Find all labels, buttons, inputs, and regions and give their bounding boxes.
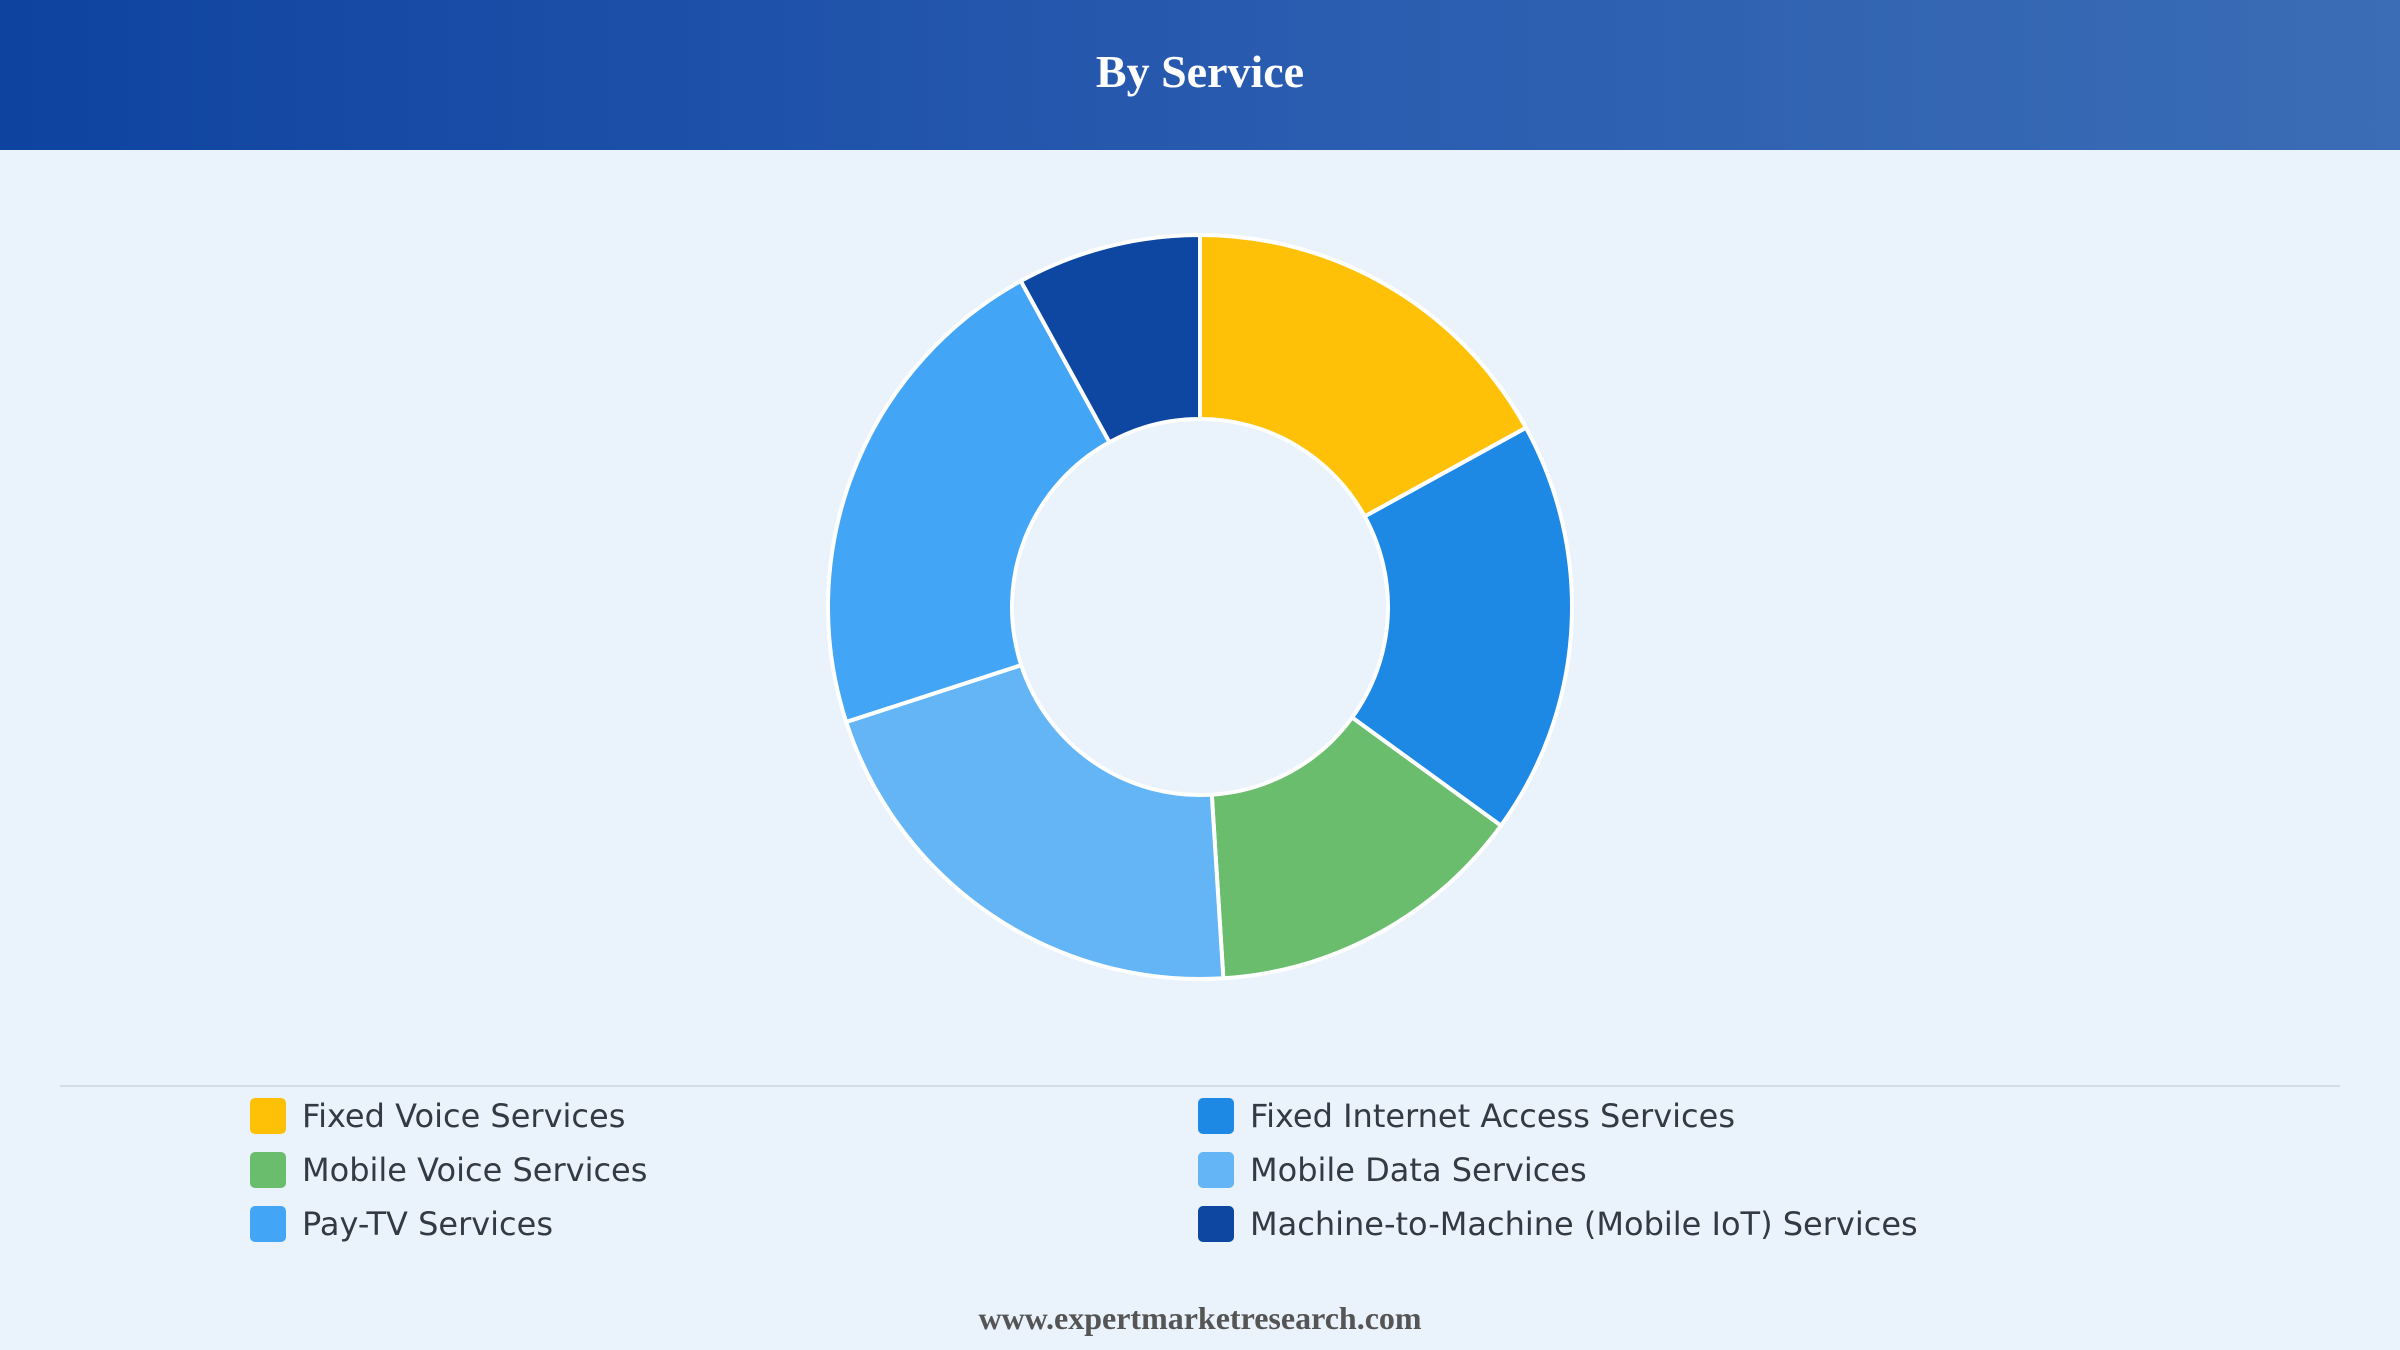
legend-label: Pay-TV Services: [302, 1205, 553, 1243]
legend-item-m2m: Machine-to-Machine (Mobile IoT) Services: [1198, 1205, 2050, 1243]
legend-swatch: [1198, 1098, 1234, 1134]
legend: Fixed Voice Services Fixed Internet Acce…: [250, 1097, 2050, 1243]
chart-title: By Service: [1095, 45, 1305, 97]
source-url: www.expertmarketresearch.com: [978, 1300, 1422, 1336]
legend-swatch: [1198, 1152, 1234, 1188]
legend-swatch: [1198, 1206, 1234, 1242]
legend-swatch: [250, 1098, 286, 1134]
legend-label: Mobile Data Services: [1250, 1151, 1587, 1189]
header-bar: By Service: [0, 0, 2400, 150]
legend-divider: [60, 1085, 2340, 1087]
legend-item-mobile-data: Mobile Data Services: [1198, 1151, 2050, 1189]
legend-label: Machine-to-Machine (Mobile IoT) Services: [1250, 1205, 1918, 1243]
legend-label: Mobile Voice Services: [302, 1151, 648, 1189]
legend-item-pay-tv: Pay-TV Services: [250, 1205, 1198, 1243]
slice-fixed-voice-services: [1198, 233, 1528, 519]
legend-label: Fixed Voice Services: [302, 1097, 626, 1135]
legend-swatch: [250, 1206, 286, 1242]
legend-swatch: [250, 1152, 286, 1188]
legend-item-mobile-voice: Mobile Voice Services: [250, 1151, 1198, 1189]
slice-fixed-internet-access-services: [1350, 425, 1574, 828]
legend-label: Fixed Internet Access Services: [1250, 1097, 1735, 1135]
slice-mobile-voice-services: [1209, 715, 1503, 981]
donut-chart: [826, 233, 1574, 981]
slice-pay-tv-services: [826, 279, 1112, 724]
slice-machine-to-machine-mobile-iot-services: [1018, 233, 1202, 445]
legend-item-fixed-internet: Fixed Internet Access Services: [1198, 1097, 2050, 1135]
slice-mobile-data-services: [844, 663, 1226, 981]
legend-item-fixed-voice: Fixed Voice Services: [250, 1097, 1198, 1135]
